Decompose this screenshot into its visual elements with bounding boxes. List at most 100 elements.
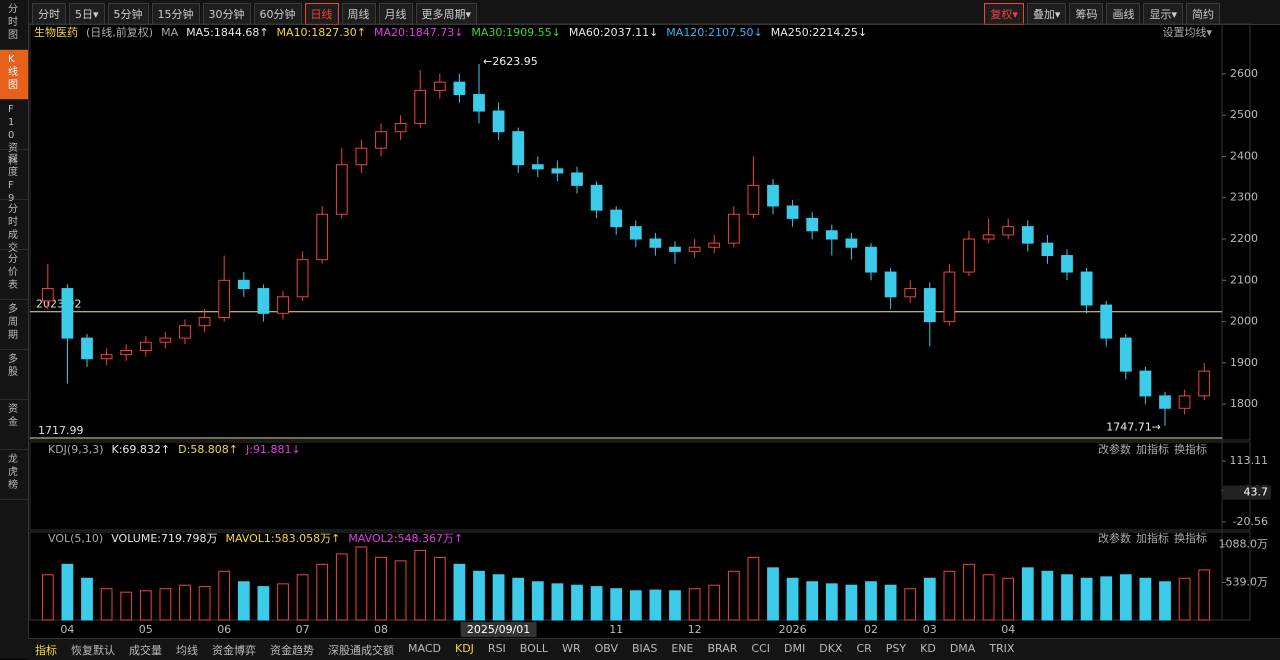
volume-bar xyxy=(414,549,427,621)
candle-body xyxy=(473,94,485,112)
volume-bar xyxy=(335,553,348,621)
legend-item: MAVOL1:583.058万↑ xyxy=(225,532,340,545)
y-tick-label: 2100 xyxy=(1230,273,1258,286)
side-tab[interactable]: 多周期 xyxy=(0,300,28,350)
volume-bar xyxy=(159,588,172,621)
side-tab[interactable]: 分价表 xyxy=(0,250,28,300)
indicator-tab[interactable]: CR xyxy=(856,642,872,655)
indicator-tab[interactable]: MACD xyxy=(408,642,441,655)
candle-body xyxy=(1041,242,1054,257)
volume-bar xyxy=(473,570,485,621)
indicator-tab[interactable]: TRIX xyxy=(989,642,1015,655)
indicator-tab[interactable]: OBV xyxy=(594,642,619,655)
volume-bar xyxy=(629,590,642,621)
period-button[interactable]: 周线 xyxy=(341,3,376,25)
indicator-tab[interactable]: PSY xyxy=(885,642,907,655)
side-tab[interactable]: 龙虎榜 xyxy=(0,450,28,500)
indicator-tab[interactable]: DMI xyxy=(784,642,806,655)
indicator-tab[interactable]: KD xyxy=(920,642,936,655)
indicator-tab[interactable]: BIAS xyxy=(632,642,658,655)
candle-body xyxy=(81,337,93,360)
period-button[interactable]: 5日▾ xyxy=(69,3,105,25)
candle-body xyxy=(923,288,936,323)
indicator-tab[interactable]: BRAR xyxy=(707,642,738,655)
volume-bar xyxy=(727,570,740,621)
volume-bar xyxy=(1159,581,1171,621)
legend-item: MAVOL2:548.367万↑ xyxy=(348,532,463,545)
candle-body xyxy=(747,184,760,215)
price-annotation: 1747.71→ xyxy=(1106,421,1161,434)
indicator-tab[interactable]: 成交量 xyxy=(129,644,162,657)
period-button[interactable]: 15分钟 xyxy=(151,3,200,25)
tool-button[interactable]: 画线 xyxy=(1106,3,1141,25)
panel-button[interactable]: 改参数 xyxy=(1098,531,1131,545)
indicator-tab[interactable]: 资金趋势 xyxy=(270,644,314,657)
min-label: 1717.99 xyxy=(38,424,84,437)
tool-button[interactable]: 简约 xyxy=(1186,3,1220,25)
candle-body xyxy=(433,81,446,91)
panel-button[interactable]: 加指标 xyxy=(1136,531,1169,545)
indicator-tab[interactable]: 深股通成交额 xyxy=(328,644,394,657)
candle-body xyxy=(316,213,329,261)
indicator-tab[interactable]: ENE xyxy=(671,642,694,655)
candle-body xyxy=(296,259,309,298)
indicator-tab[interactable]: 指标 xyxy=(35,644,57,657)
period-button[interactable]: 5分钟 xyxy=(107,3,149,25)
candle-body xyxy=(531,164,544,170)
indicator-tab[interactable]: CCI xyxy=(751,642,770,655)
tool-button[interactable]: 复权▾ xyxy=(984,3,1024,25)
candle-body xyxy=(786,205,799,219)
y-tick-label: 2200 xyxy=(1230,232,1258,245)
side-tab[interactable]: 多股 xyxy=(0,350,28,400)
side-tab[interactable]: 深度F9 xyxy=(0,150,28,204)
indicator-tab[interactable]: DMA xyxy=(949,642,976,655)
kdj-current-label: 43.7 xyxy=(1244,486,1269,499)
indicator-tab[interactable]: WR xyxy=(562,642,581,655)
candle-body xyxy=(708,242,721,248)
candle-body xyxy=(825,230,838,240)
sidebar: 分时图 K线图 F10资料 深度F9 分时成交 分价表 多周期 多股 资金 龙虎榜 xyxy=(0,0,29,659)
indicator-tab[interactable]: 资金博弈 xyxy=(212,644,256,657)
tool-buttons: 复权▾ 叠加▾ 筹码 画线 显示▾ 简约 xyxy=(984,3,1220,25)
candle-body xyxy=(727,213,740,244)
legend-item: MA120:2107.50↓ xyxy=(666,26,762,39)
x-tick-label: 08 xyxy=(374,623,388,636)
volume-bar xyxy=(904,588,917,621)
side-tab[interactable]: F10资料 xyxy=(0,100,28,167)
bottom-tabs: 指标 恢复默认 成交量 均线 资金博弈 资金趋势 深股通成交额 MACD KDJ RSI BOLL W… xyxy=(28,638,1280,660)
volume-bar xyxy=(884,584,897,621)
x-tick-label: 05 xyxy=(139,623,153,636)
indicator-tab[interactable]: 均线 xyxy=(176,644,198,657)
panel-button[interactable]: 换指标 xyxy=(1174,442,1207,456)
indicator-tab[interactable]: RSI xyxy=(487,642,506,655)
period-button[interactable]: 日线 xyxy=(304,3,339,25)
candle-body xyxy=(610,209,623,228)
settings-button[interactable]: 设置均线▾ xyxy=(1162,25,1212,39)
candle-body xyxy=(277,296,289,314)
indicator-tab[interactable]: 恢复默认 xyxy=(71,644,115,657)
indicator-tab[interactable]: KDJ xyxy=(454,642,474,655)
panel-button[interactable]: 换指标 xyxy=(1174,531,1207,545)
candle-body xyxy=(41,288,54,302)
side-tab[interactable]: 分时图 xyxy=(0,0,28,50)
panel-button[interactable]: 改参数 xyxy=(1098,442,1131,456)
x-tick-label: 07 xyxy=(296,623,310,636)
candle-body xyxy=(649,238,662,248)
panel-button[interactable]: 加指标 xyxy=(1136,442,1169,456)
candle-body xyxy=(375,131,387,149)
period-button[interactable]: 分时 xyxy=(32,3,66,25)
tool-button[interactable]: 叠加▾ xyxy=(1026,3,1067,25)
legend-item: VOL(5,10) xyxy=(48,532,103,545)
period-button[interactable]: 60分钟 xyxy=(253,3,302,25)
volume-bar xyxy=(649,589,662,621)
indicator-tab[interactable]: BOLL xyxy=(519,642,549,655)
side-tab[interactable]: 分时成交 xyxy=(0,200,28,254)
volume-bar xyxy=(277,583,289,621)
y-tick-label: 2300 xyxy=(1230,191,1258,204)
side-tab[interactable]: K线图 xyxy=(0,50,28,100)
side-tab[interactable]: 资金 xyxy=(0,400,28,450)
indicator-tab[interactable]: DKX xyxy=(819,642,843,655)
candle-body xyxy=(512,131,525,166)
volume-bar xyxy=(708,584,721,621)
volume-tick-label: 1088.0万 xyxy=(1219,537,1269,550)
